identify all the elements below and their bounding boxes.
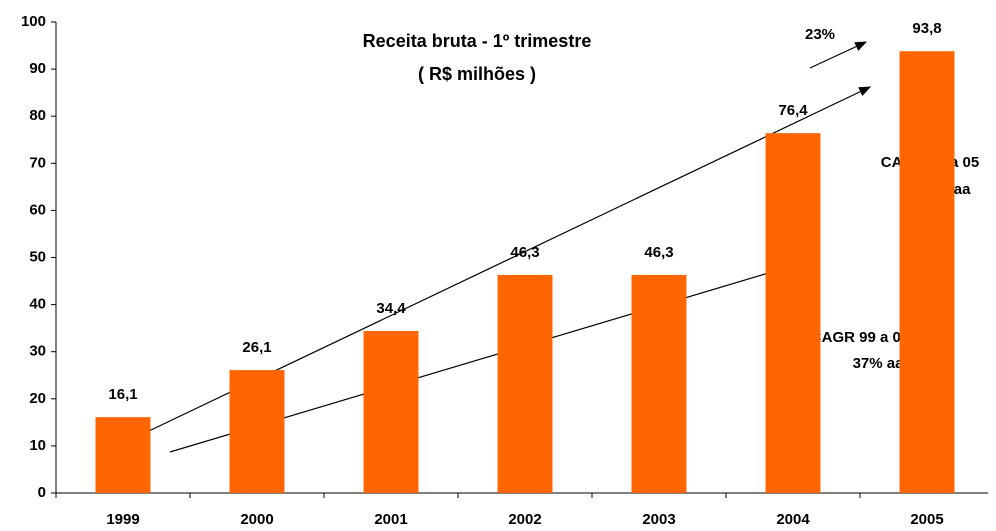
y-tick-label: 40 — [29, 296, 46, 313]
bar — [497, 274, 553, 493]
bar — [229, 370, 285, 493]
value-label: 26,1 — [242, 339, 271, 356]
chart-title: Receita bruta - 1º trimestre — [363, 31, 592, 51]
x-tick-label: 2000 — [240, 511, 273, 528]
value-label: 16,1 — [108, 386, 137, 403]
y-tick-label: 60 — [29, 201, 46, 218]
annotation: 37% aa — [853, 355, 905, 372]
y-tick-label: 20 — [29, 390, 46, 407]
x-tick-label: 2005 — [910, 511, 943, 528]
bar — [899, 51, 955, 494]
y-tick-label: 0 — [38, 484, 46, 501]
bar — [631, 274, 687, 493]
value-label: 93,8 — [912, 20, 941, 37]
value-label: 46,3 — [644, 244, 673, 261]
x-tick-label: 2003 — [642, 511, 675, 528]
x-tick-label: 2001 — [374, 511, 407, 528]
x-tick-label: 2004 — [776, 511, 810, 528]
value-label: 34,4 — [376, 300, 406, 317]
value-label: 76,4 — [778, 102, 808, 119]
bar — [363, 330, 419, 493]
y-tick-label: 90 — [29, 60, 46, 77]
annotation: CAGR 99 a 04 — [811, 329, 910, 346]
bar — [95, 417, 151, 493]
growth-arrow — [809, 41, 868, 69]
bar — [765, 133, 821, 493]
annotation: 23% — [805, 26, 835, 43]
value-label: 46,3 — [510, 244, 539, 261]
y-tick-label: 10 — [29, 437, 46, 454]
y-tick-label: 80 — [29, 107, 46, 124]
y-tick-label: 30 — [29, 343, 46, 360]
y-tick-label: 100 — [21, 13, 46, 30]
y-tick-label: 50 — [29, 248, 46, 265]
x-tick-label: 2002 — [508, 511, 541, 528]
x-tick-label: 1999 — [106, 511, 139, 528]
chart-subtitle: ( R$ milhões ) — [418, 64, 536, 84]
y-tick-label: 70 — [29, 154, 46, 171]
